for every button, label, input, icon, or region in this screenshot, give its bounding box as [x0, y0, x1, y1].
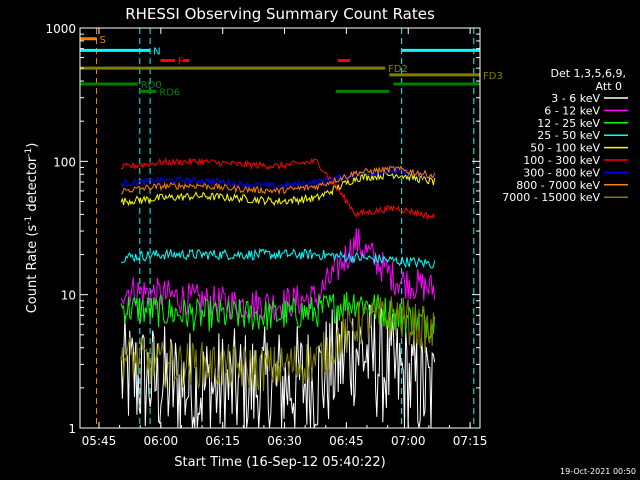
legend-subtitle: Att 0 [596, 80, 622, 93]
flag-label-fd3: FD3 [483, 71, 503, 82]
series-12-25-kev [120, 291, 436, 341]
legend-label-4: 50 - 100 keV [530, 142, 600, 155]
series-3-6-kev [120, 303, 436, 428]
series-7000-15000-kev [120, 296, 436, 392]
flag-label-rd6: RD6 [159, 87, 180, 98]
y-tick-label-0: 1 [68, 422, 76, 436]
x-tick-label-4: 06:45 [329, 434, 364, 448]
series-25-50-kev [121, 247, 436, 269]
y-tick-label-1: 10 [61, 289, 76, 303]
x-tick-label-1: 06:00 [144, 434, 179, 448]
series-50-100-kev [120, 171, 436, 207]
y-tick-label-2: 100 [53, 155, 76, 169]
x-tick-label-6: 07:15 [453, 434, 488, 448]
y-axis-ticks: 1 10 100 1000 [45, 22, 480, 436]
x-axis-ticks: 05:45 06:00 06:15 06:30 06:45 07:00 07:15 [82, 28, 488, 448]
flag-label-f: F [178, 57, 184, 68]
legend-label-6: 300 - 800 keV [523, 166, 600, 179]
legend-label-5: 100 - 300 keV [523, 154, 600, 167]
flag-label-rd0: RD0 [141, 80, 162, 91]
legend-title: Det 1,3,5,6,9, [550, 67, 626, 80]
plot-frame [79, 27, 481, 429]
legend-label-7: 800 - 7000 keV [516, 179, 600, 192]
series-800-7000-kev [120, 165, 436, 196]
chart-title: RHESSI Observing Summary Count Rates [125, 5, 435, 23]
series-100-300-kev [121, 157, 436, 221]
legend-label-8: 7000 - 15000 keV [502, 191, 600, 204]
legend-label-1: 6 - 12 keV [544, 104, 600, 117]
x-tick-label-3: 06:30 [267, 434, 302, 448]
legend-label-3: 25 - 50 keV [537, 129, 600, 142]
y-tick-label-3: 1000 [45, 22, 76, 36]
x-tick-label-2: 06:15 [205, 434, 240, 448]
y-axis-label: Count Rate (s-1 detector-1) [24, 143, 40, 314]
flag-label-fd2: FD2 [388, 64, 408, 75]
x-tick-label-5: 07:00 [391, 434, 426, 448]
series-300-800-kev [120, 166, 435, 190]
x-tick-label-0: 05:45 [82, 434, 117, 448]
flag-label-n: N [153, 46, 160, 57]
footer-date: 19-Oct-2021 00:50 [560, 467, 636, 476]
legend-label-2: 12 - 25 keV [537, 117, 600, 130]
flag-label-s: S [99, 35, 105, 46]
legend-label-0: 3 - 6 keV [551, 92, 600, 105]
x-axis-label: Start Time (16-Sep-12 05:40:22) [174, 455, 385, 470]
series-group [120, 157, 436, 428]
